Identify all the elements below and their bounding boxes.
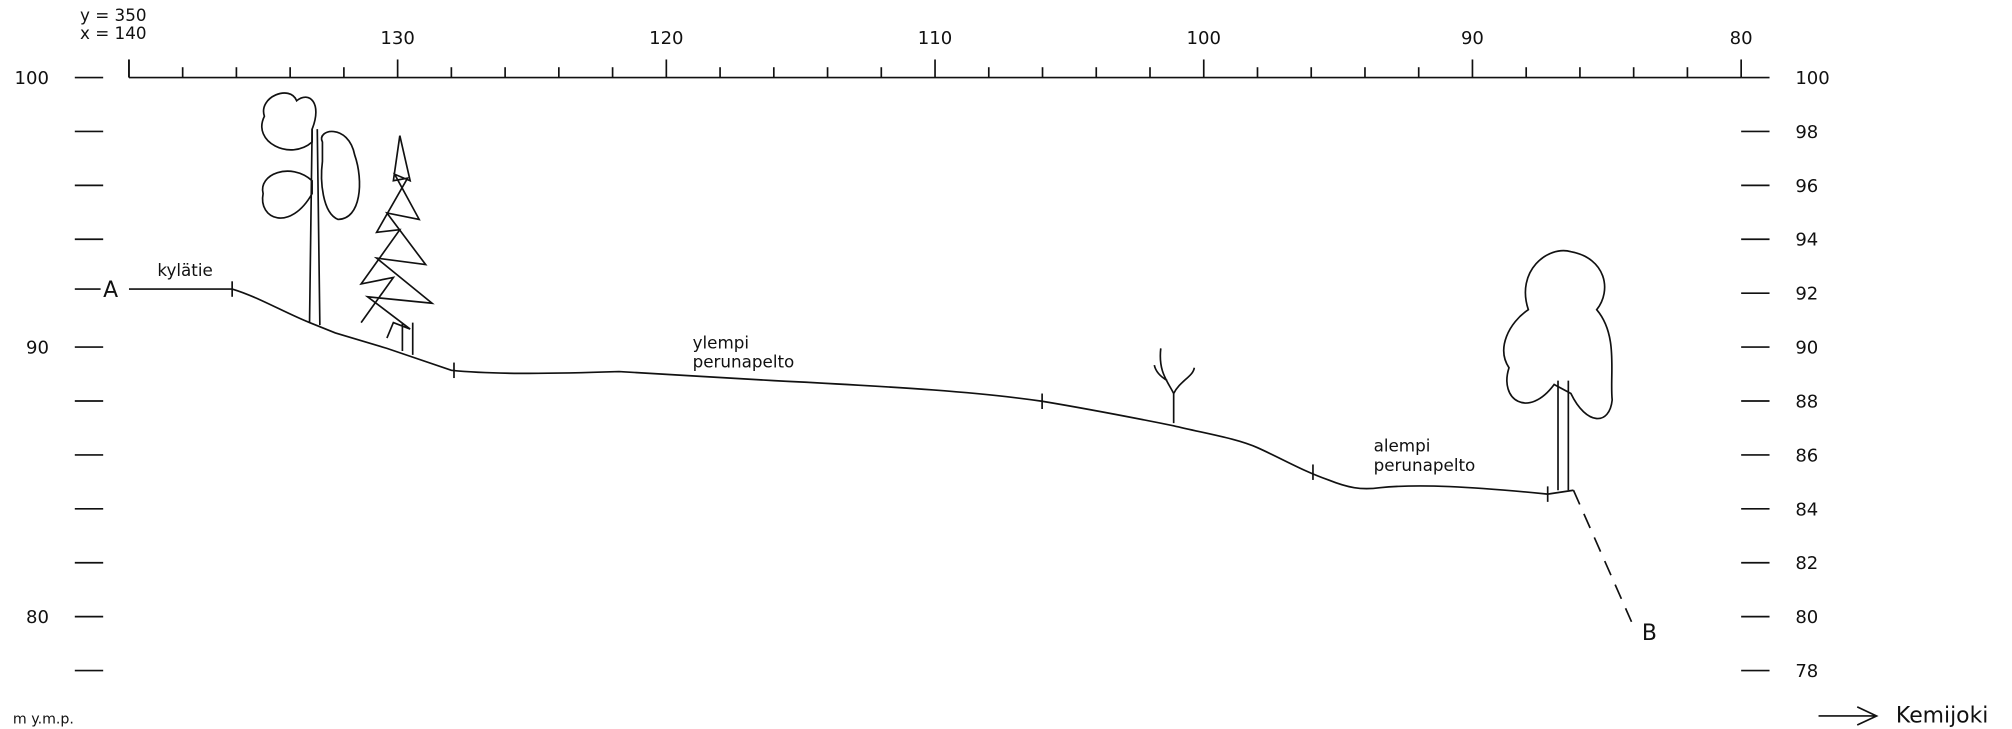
top-tick-label: 130 xyxy=(380,28,414,49)
direction-label: Kemijoki xyxy=(1896,703,1988,728)
right-label: 88 xyxy=(1795,391,1818,412)
spruce-tree xyxy=(359,135,435,355)
right-label: 92 xyxy=(1795,284,1818,305)
left-label: 100 xyxy=(15,68,49,89)
right-label: 86 xyxy=(1795,445,1818,466)
top-tick-label: 110 xyxy=(918,28,952,49)
top-tick-label: 100 xyxy=(1187,28,1221,49)
unit-label: m y.m.p. xyxy=(13,712,74,728)
sapling xyxy=(1153,348,1196,424)
field-label: alempi xyxy=(1374,436,1431,456)
y-coordinate: y = 350 xyxy=(80,5,147,25)
right-label: 78 xyxy=(1795,661,1818,682)
field-label: perunapelto xyxy=(1374,455,1476,475)
right-label: 84 xyxy=(1795,499,1818,520)
ticks xyxy=(74,59,1770,672)
top-tick-label: 120 xyxy=(649,28,683,49)
right-label: 80 xyxy=(1795,607,1818,628)
x-coordinate: x = 140 xyxy=(80,23,147,43)
terrain-profile xyxy=(128,288,1574,495)
riverbank-dashed xyxy=(1572,489,1633,623)
right-label: 94 xyxy=(1795,230,1818,251)
pine-tree xyxy=(261,92,361,326)
left-label: 80 xyxy=(26,607,49,628)
right-label: 82 xyxy=(1795,553,1818,574)
right-label: 96 xyxy=(1795,176,1818,197)
road-label: kylätie xyxy=(157,260,212,280)
right-label: 100 xyxy=(1795,68,1829,89)
field-label: ylempi xyxy=(693,332,749,352)
birch-tree xyxy=(1503,249,1614,491)
right-label: 90 xyxy=(1795,338,1818,359)
top-tick-label: 80 xyxy=(1730,28,1753,49)
point-label: A xyxy=(103,278,118,303)
left-label: 90 xyxy=(26,338,49,359)
right-label: 98 xyxy=(1795,122,1818,143)
field-label: perunapelto xyxy=(693,352,795,372)
point-label: B xyxy=(1642,621,1657,646)
direction-arrow xyxy=(1818,706,1879,726)
top-tick-label: 90 xyxy=(1461,28,1484,49)
